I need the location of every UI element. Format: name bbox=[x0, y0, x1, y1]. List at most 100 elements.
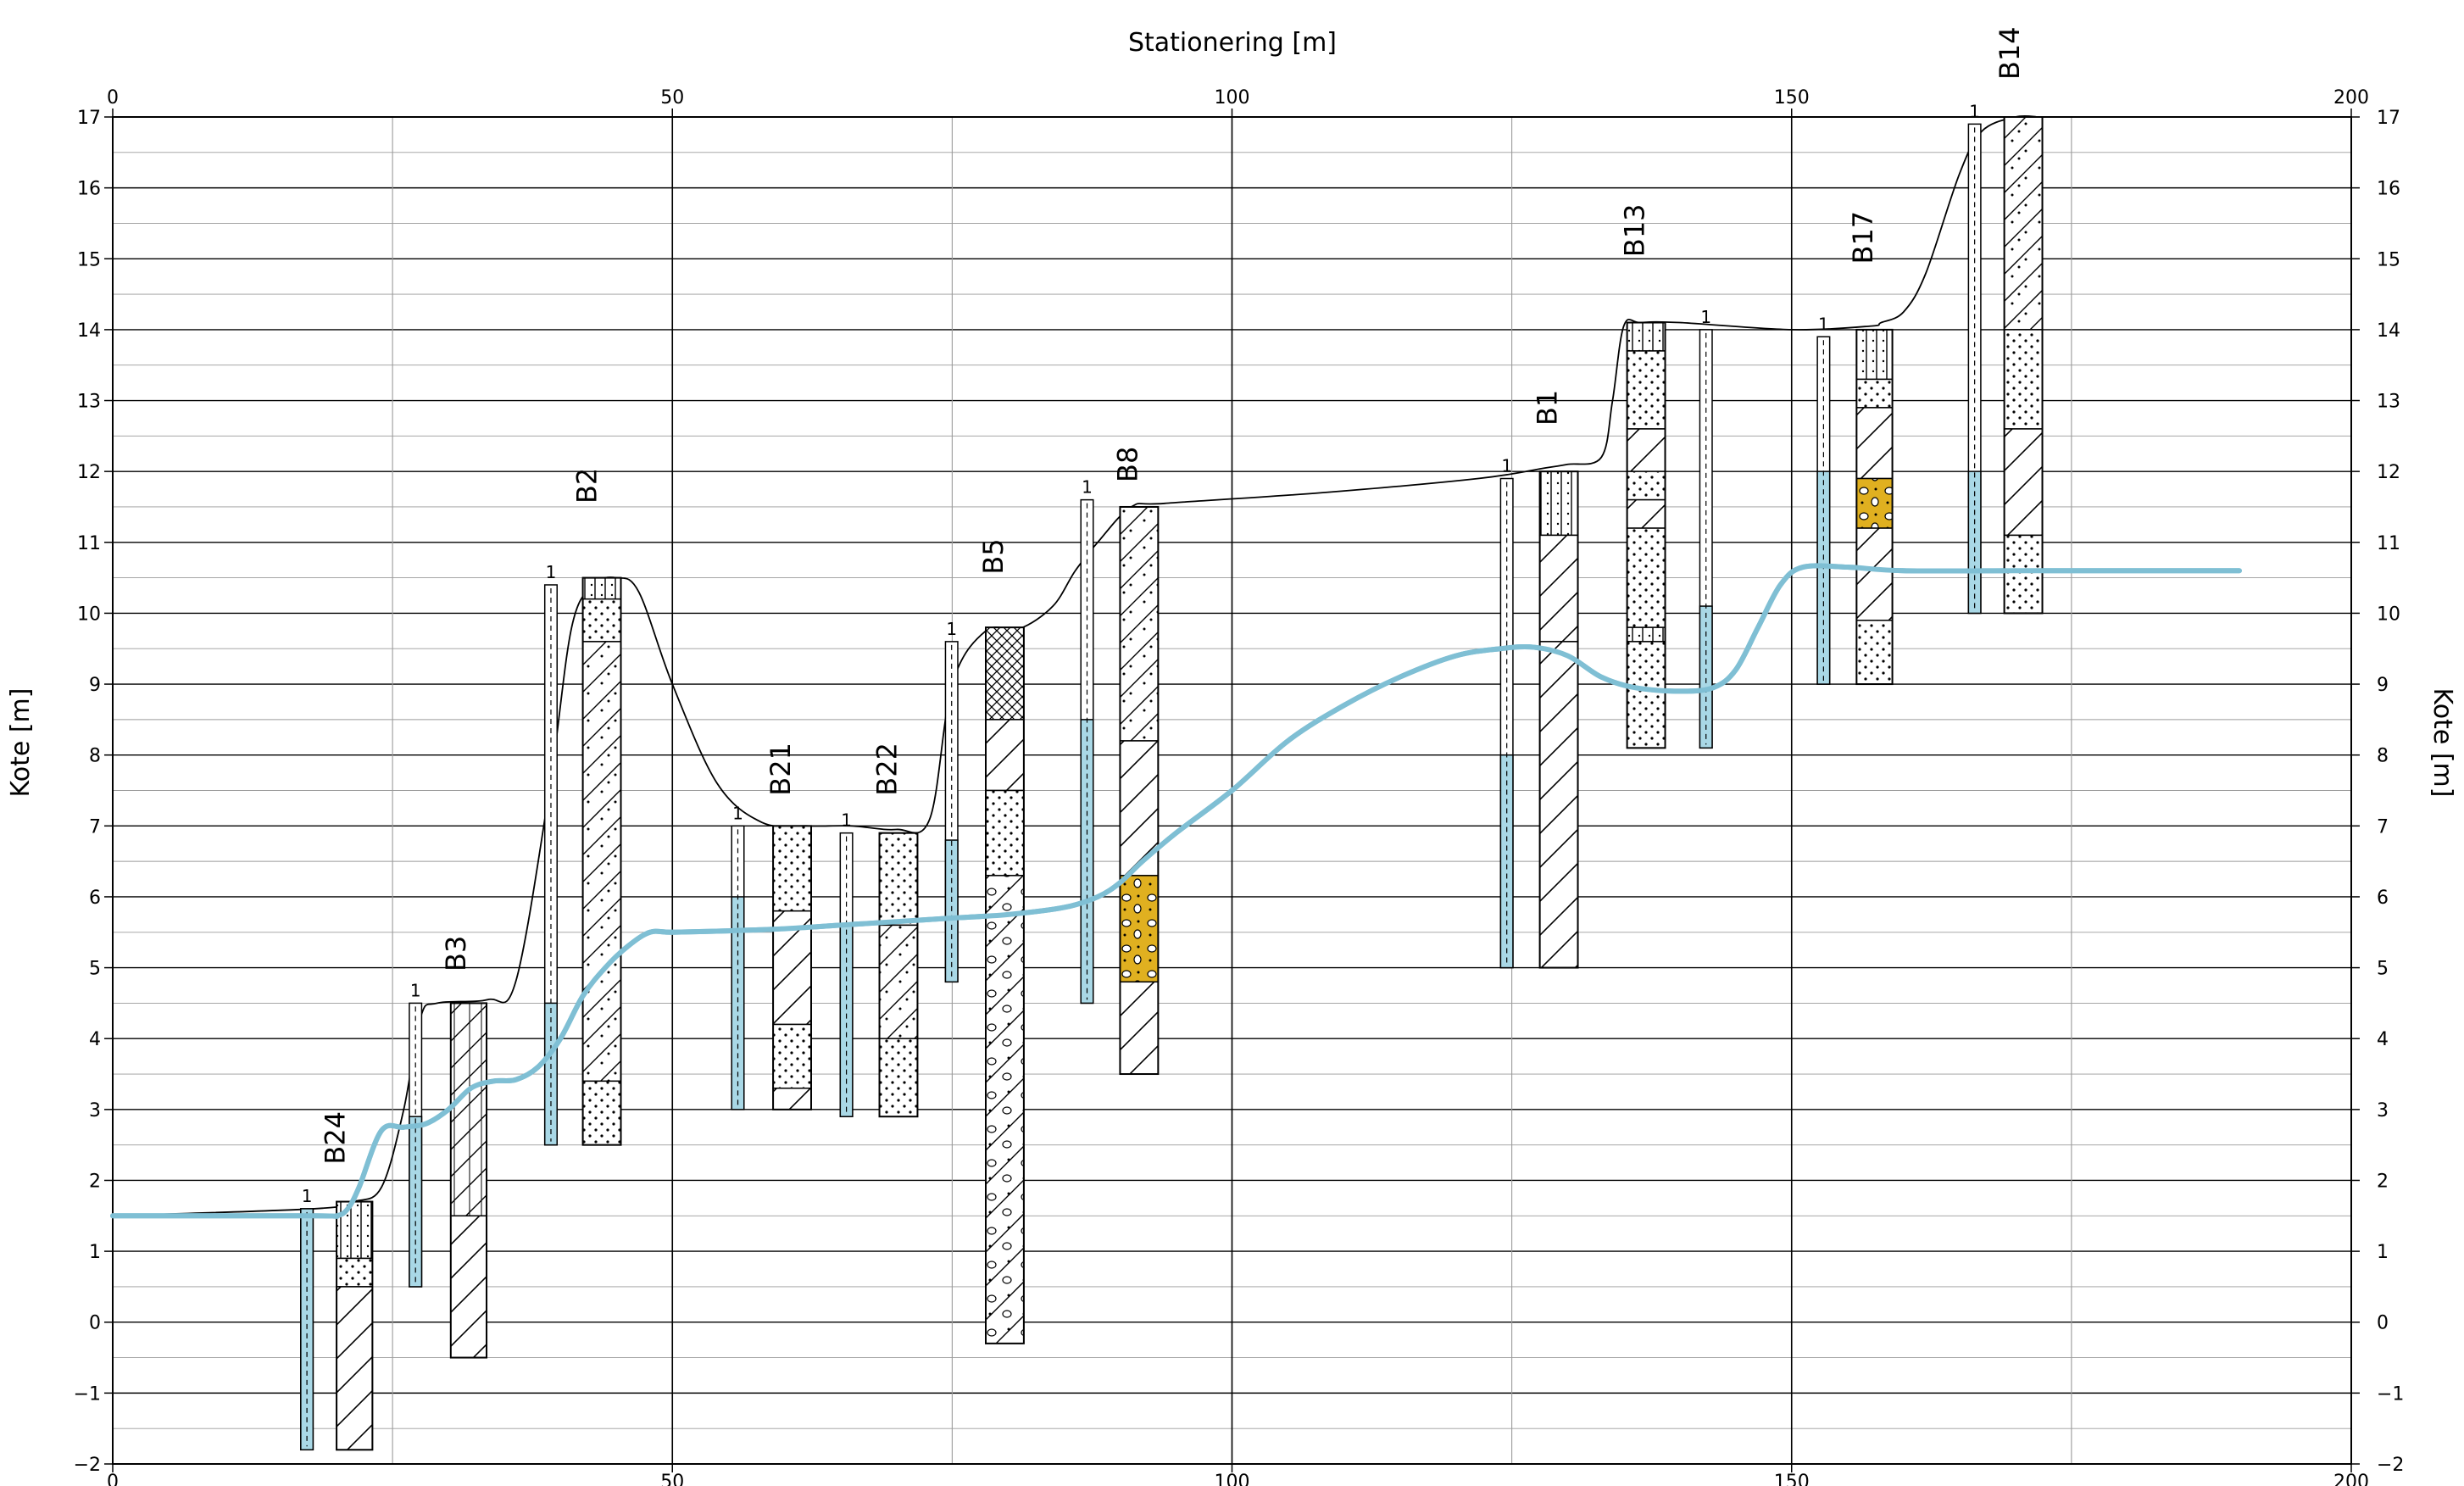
well-label: 1 bbox=[546, 562, 557, 582]
y-tick-label-left: 4 bbox=[89, 1029, 101, 1050]
soil-layer-sand bbox=[772, 1023, 812, 1089]
soil-layer-clay bbox=[450, 1215, 487, 1359]
y-tick-label-right: 4 bbox=[2377, 1029, 2389, 1050]
borehole-outline bbox=[1119, 505, 1160, 1076]
borehole-label: B3 bbox=[440, 936, 472, 971]
y-tick-label-left: 11 bbox=[77, 533, 101, 554]
y-tick-label-left: 17 bbox=[77, 108, 101, 129]
borehole-outline bbox=[1538, 470, 1579, 969]
soil-layer-silt bbox=[581, 576, 622, 600]
x-tick-label-bottom: 200 bbox=[2333, 1472, 2369, 1486]
x-tick-label-top: 50 bbox=[660, 87, 684, 109]
x-tick-label-bottom: 150 bbox=[1774, 1472, 1810, 1486]
borehole-label: B2 bbox=[570, 468, 603, 504]
well-label: 1 bbox=[1969, 101, 1980, 121]
y-tick-label-right: 10 bbox=[2377, 604, 2400, 625]
soil-layer-cross bbox=[985, 626, 1025, 721]
y-tick-label-right: 13 bbox=[2377, 392, 2400, 413]
well-filter bbox=[1499, 754, 1514, 969]
y-tick-label-right: 16 bbox=[2377, 179, 2400, 200]
x-tick-label-bottom: 0 bbox=[107, 1472, 119, 1486]
soil-layer-sand bbox=[2003, 534, 2044, 615]
borehole-label: B5 bbox=[977, 538, 1010, 574]
borehole-label: B14 bbox=[1994, 26, 2026, 80]
soil-layer-clay bbox=[772, 1088, 812, 1110]
borehole-outline bbox=[1626, 321, 1666, 749]
y-tick-label-left: 3 bbox=[89, 1100, 101, 1121]
y-tick-label-left: 10 bbox=[77, 604, 101, 625]
y-tick-label-right: −2 bbox=[2377, 1455, 2404, 1476]
soil-layer-sandclay bbox=[878, 924, 919, 1039]
soil-layer-sand bbox=[1626, 641, 1666, 749]
y-tick-label-right: 5 bbox=[2377, 959, 2389, 980]
soil-layer-sand bbox=[581, 1080, 622, 1146]
soil-layer-sand bbox=[772, 825, 812, 912]
borehole-b13: 1 B13 bbox=[1618, 203, 1713, 749]
soil-layer-sand bbox=[1626, 527, 1666, 628]
x-tick-label-top: 100 bbox=[1215, 87, 1250, 109]
soil-layer-clay bbox=[2003, 428, 2044, 537]
groundwater-line-top bbox=[110, 563, 2242, 1219]
well-label: 1 bbox=[302, 1186, 313, 1206]
soil-layer-silt bbox=[1626, 626, 1666, 643]
borehole-b1: 1 B1 bbox=[1499, 390, 1579, 969]
borehole-label: B8 bbox=[1111, 447, 1143, 482]
borehole-outline bbox=[878, 832, 919, 1118]
borehole-label: B22 bbox=[870, 743, 903, 796]
soil-layer-clay bbox=[1538, 641, 1579, 969]
borehole-label: B17 bbox=[1847, 211, 1879, 264]
soil-layer-clay bbox=[1538, 534, 1579, 643]
y-axis-title-left: Kote [m] bbox=[6, 688, 36, 798]
borehole-outline bbox=[2003, 116, 2044, 615]
well-label: 1 bbox=[410, 980, 421, 1000]
soil-layer-sandclay bbox=[1119, 506, 1160, 742]
borehole-outline bbox=[449, 1002, 488, 1359]
soil-layer-sand bbox=[1626, 350, 1666, 430]
x-tick-label-top: 0 bbox=[107, 87, 119, 109]
soil-layer-sand bbox=[1855, 378, 1894, 409]
x-tick-label-top: 150 bbox=[1774, 87, 1810, 109]
soil-layer-sand bbox=[2003, 329, 2044, 430]
y-tick-label-left: 2 bbox=[89, 1171, 101, 1192]
soil-layer-silt bbox=[336, 1200, 374, 1260]
borehole-outline bbox=[581, 576, 622, 1146]
y-tick-label-left: 15 bbox=[77, 249, 101, 270]
borehole-b5: 1 B5 bbox=[944, 538, 1025, 1344]
y-tick-label-right: 3 bbox=[2377, 1100, 2389, 1121]
soil-layer-sand bbox=[985, 789, 1025, 877]
y-tick-label-left: 8 bbox=[89, 746, 101, 767]
soil-layer-stones bbox=[985, 875, 1025, 1344]
y-tick-label-right: 15 bbox=[2377, 249, 2400, 270]
well-filter bbox=[409, 1116, 423, 1288]
y-tick-label-left: 5 bbox=[89, 959, 101, 980]
borehole-label: B1 bbox=[1531, 390, 1563, 426]
y-tick-label-right: 8 bbox=[2377, 746, 2389, 767]
y-tick-label-left: 9 bbox=[89, 675, 101, 696]
borehole-b2: 1 B2 bbox=[543, 468, 622, 1146]
borehole-b21: 1 B21 bbox=[731, 743, 812, 1110]
well-label: 1 bbox=[1818, 314, 1829, 334]
y-tick-label-right: 11 bbox=[2377, 533, 2400, 554]
borehole-b14: 1 B14 bbox=[1967, 26, 2044, 615]
x-axis-title: Stationering [m] bbox=[1128, 28, 1337, 58]
soil-layer-siltclay bbox=[450, 1002, 487, 1217]
y-tick-label-left: 13 bbox=[77, 392, 101, 413]
y-tick-label-left: −2 bbox=[74, 1455, 101, 1476]
soil-layer-sand bbox=[581, 598, 622, 643]
borehole-b3: 1 B3 bbox=[409, 936, 488, 1359]
well-label: 1 bbox=[732, 803, 743, 823]
soil-layer-silt bbox=[1626, 321, 1666, 352]
y-tick-label-right: 1 bbox=[2377, 1242, 2389, 1263]
y-tick-label-right: 14 bbox=[2377, 320, 2400, 342]
soil-layer-clay bbox=[336, 1286, 374, 1451]
soil-layer-silt bbox=[1538, 470, 1579, 537]
soil-layer-sandclay bbox=[581, 641, 622, 1082]
soil-layer-clay bbox=[1119, 981, 1160, 1075]
borehole-outline bbox=[772, 825, 812, 1110]
borehole-label: B21 bbox=[765, 743, 797, 796]
well-label: 1 bbox=[1700, 307, 1711, 327]
borehole-outline bbox=[1855, 328, 1894, 686]
